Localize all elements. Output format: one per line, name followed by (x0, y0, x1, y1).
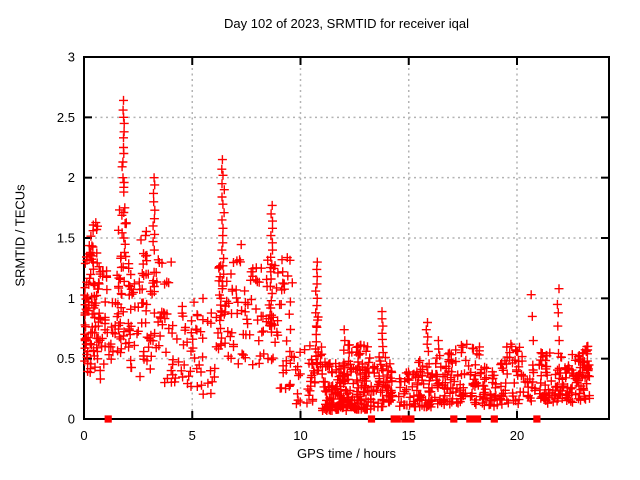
y-tick-label: 2 (68, 170, 75, 185)
x-tick-label: 0 (80, 428, 87, 443)
x-tick-label: 20 (510, 428, 524, 443)
x-tick-label: 15 (402, 428, 416, 443)
y-tick-label: 1.5 (57, 231, 75, 246)
x-tick-label: 5 (189, 428, 196, 443)
y-tick-label: 3 (68, 50, 75, 65)
y-tick-label: 2.5 (57, 110, 75, 125)
zero-markers (104, 415, 541, 423)
chart-title: Day 102 of 2023, SRMTID for receiver iqa… (224, 16, 469, 31)
x-axis-label: GPS time / hours (297, 446, 396, 461)
y-tick-label: 1 (68, 291, 75, 306)
y-tick-label: 0.5 (57, 351, 75, 366)
data-points (80, 95, 594, 415)
x-tick-label: 10 (293, 428, 307, 443)
y-tick-label: 0 (68, 412, 75, 427)
